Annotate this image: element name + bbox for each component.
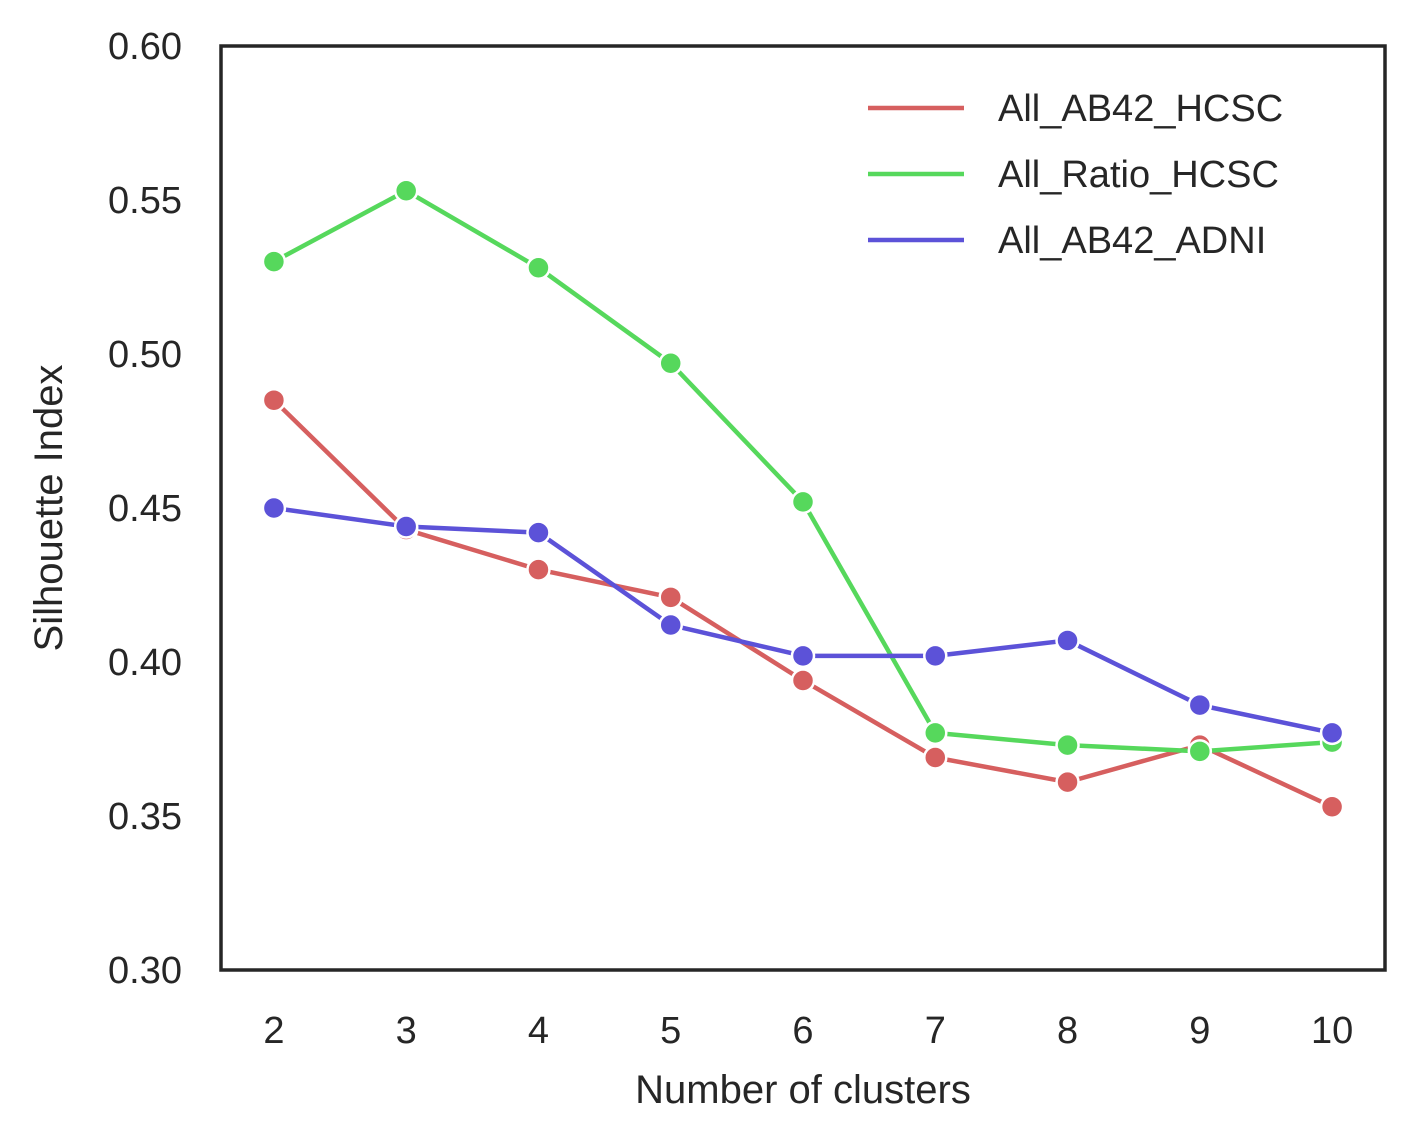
- data-point-All_Ratio_HCSC: [1187, 739, 1213, 764]
- x-tick-label: 9: [1189, 1010, 1210, 1052]
- legend-label: All_AB42_ADNI: [998, 220, 1266, 262]
- x-tick-label: 3: [396, 1010, 417, 1052]
- y-tick-label: 0.60: [108, 26, 182, 68]
- x-tick-label: 6: [792, 1010, 813, 1052]
- data-point-All_Ratio_HCSC: [393, 178, 419, 204]
- y-axis-ticks: 0.30 0.35 0.40 0.45 0.50 0.55 0.60: [108, 26, 182, 992]
- legend-label: All_Ratio_HCSC: [998, 154, 1279, 196]
- legend-label: All_AB42_HCSC: [998, 88, 1283, 130]
- data-point-All_Ratio_HCSC: [1055, 732, 1080, 758]
- plot-series: [261, 178, 1345, 820]
- data-point-All_Ratio_HCSC: [658, 350, 683, 376]
- y-tick-label: 0.55: [108, 180, 182, 222]
- data-point-All_AB42_ADNI: [393, 514, 419, 539]
- data-point-All_AB42_ADNI: [923, 643, 948, 669]
- data-point-All_AB42_HCSC: [790, 668, 816, 693]
- x-tick-label: 7: [925, 1010, 946, 1052]
- y-tick-label: 0.40: [108, 642, 182, 684]
- y-tick-label: 0.35: [108, 796, 182, 838]
- x-tick-label: 8: [1057, 1010, 1078, 1052]
- x-axis-ticks: 2 3 4 5 6 7 8 9 10: [263, 1010, 1353, 1052]
- data-point-All_AB42_HCSC: [923, 745, 948, 770]
- data-point-All_AB42_ADNI: [1055, 628, 1080, 653]
- x-tick-label: 5: [660, 1010, 681, 1052]
- data-point-All_AB42_HCSC: [526, 557, 551, 582]
- data-point-All_AB42_ADNI: [658, 612, 683, 638]
- x-tick-label: 2: [263, 1010, 284, 1052]
- data-point-All_AB42_HCSC: [1055, 769, 1080, 795]
- y-tick-label: 0.45: [108, 488, 182, 530]
- data-point-All_AB42_HCSC: [1319, 794, 1345, 820]
- x-axis-label: Number of clusters: [635, 1068, 971, 1112]
- data-point-All_AB42_HCSC: [261, 387, 287, 413]
- legend: All_AB42_HCSC All_Ratio_HCSC All_AB42_ADNI: [868, 88, 1283, 262]
- data-point-All_AB42_ADNI: [261, 495, 287, 521]
- x-tick-label: 4: [528, 1010, 549, 1052]
- data-point-All_Ratio_HCSC: [923, 720, 948, 746]
- data-point-All_AB42_ADNI: [526, 520, 551, 545]
- data-point-All_AB42_ADNI: [790, 643, 816, 669]
- y-tick-label: 0.50: [108, 334, 182, 376]
- data-point-All_Ratio_HCSC: [526, 255, 551, 281]
- data-point-All_AB42_ADNI: [1319, 720, 1345, 746]
- data-point-All_AB42_ADNI: [1187, 692, 1213, 718]
- y-axis-label: Silhouette Index: [27, 365, 71, 652]
- x-tick-label: 10: [1311, 1010, 1353, 1052]
- data-point-All_AB42_HCSC: [658, 585, 683, 610]
- plot-frame: [219, 44, 1387, 972]
- data-point-All_Ratio_HCSC: [261, 249, 287, 274]
- data-point-All_Ratio_HCSC: [790, 489, 816, 515]
- y-tick-label: 0.30: [108, 950, 182, 992]
